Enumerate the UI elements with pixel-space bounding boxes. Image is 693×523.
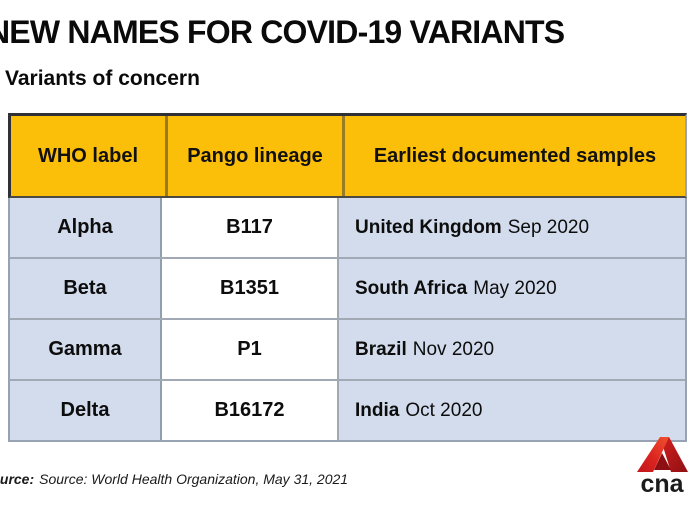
sample-place: Brazil — [355, 338, 407, 360]
pango-lineage-cell: B117 — [162, 198, 339, 257]
pango-lineage-cell: P1 — [162, 320, 339, 379]
earliest-sample-cell: Brazil Nov 2020 — [339, 320, 685, 379]
earliest-sample-cell: South Africa May 2020 — [339, 259, 685, 318]
pango-lineage-cell: B1351 — [162, 259, 339, 318]
earliest-sample-cell: India Oct 2020 — [339, 381, 685, 440]
table-body: Alpha B117 United Kingdom Sep 2020 Beta … — [8, 198, 687, 442]
header-pango-lineage: Pango lineage — [165, 116, 342, 196]
header-who-label: WHO label — [37, 144, 138, 167]
sample-place: India — [355, 399, 400, 421]
sample-place: United Kingdom — [355, 216, 502, 238]
sample-date: May 2020 — [473, 277, 557, 299]
sample-date: Sep 2020 — [507, 216, 590, 238]
table-header-row: WHO label Pango lineage Earliest documen… — [8, 113, 687, 198]
sample-date: Oct 2020 — [405, 399, 483, 421]
who-label-cell: Alpha — [10, 198, 162, 257]
who-label-cell: Delta — [10, 381, 162, 440]
table-row-gamma: Gamma P1 Brazil Nov 2020 — [10, 318, 685, 379]
cna-wordmark: cna — [640, 470, 684, 498]
page-title: NEW NAMES FOR COVID-19 VARIANTS — [0, 14, 565, 50]
table-row-beta: Beta B1351 South Africa May 2020 — [10, 257, 685, 318]
table-row-delta: Delta B16172 India Oct 2020 — [10, 379, 685, 440]
variants-table: WHO label Pango lineage Earliest documen… — [8, 113, 687, 442]
cna-logo: cna — [635, 436, 689, 498]
source-attribution: Source:Source: World Health Organization… — [0, 471, 348, 487]
sample-date: Nov 2020 — [412, 338, 495, 360]
header-earliest-samples: Earliest documented samples — [342, 116, 685, 196]
sample-place: South Africa — [355, 277, 468, 299]
who-label-cell: Gamma — [10, 320, 162, 379]
source-text: Source: World Health Organization, May 3… — [39, 471, 349, 487]
cna-lambda-icon — [637, 437, 688, 472]
section-subtitle: Variants of concern — [5, 67, 200, 90]
source-label: Source: — [0, 471, 35, 487]
pango-lineage-cell: B16172 — [162, 381, 339, 440]
earliest-sample-cell: United Kingdom Sep 2020 — [339, 198, 685, 257]
table-row-alpha: Alpha B117 United Kingdom Sep 2020 — [10, 198, 685, 257]
who-label-cell: Beta — [10, 259, 162, 318]
